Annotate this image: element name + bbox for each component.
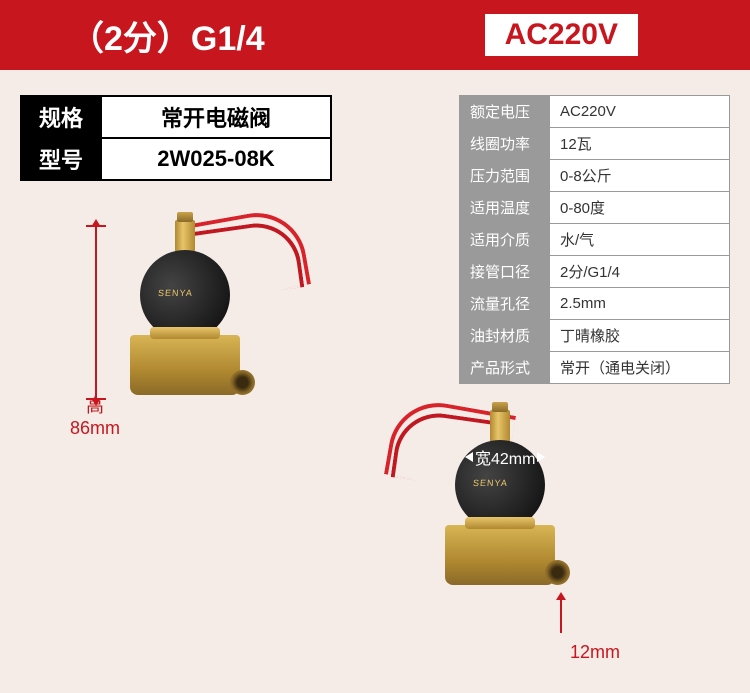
spec-label: 线圈功率 (460, 128, 550, 160)
brass-base (445, 525, 555, 585)
info-value: 2W025-08K (101, 138, 331, 180)
width-dimension: 宽42mm (465, 445, 545, 469)
brass-base (130, 335, 240, 395)
spec-value: AC220V (550, 96, 730, 128)
table-row: 适用介质水/气 (460, 224, 730, 256)
spec-table: 额定电压AC220V 线圈功率12瓦 压力范围0-8公斤 适用温度0-80度 适… (459, 95, 730, 384)
brass-fitting (490, 410, 510, 442)
table-row: 线圈功率12瓦 (460, 128, 730, 160)
spec-value: 0-8公斤 (550, 160, 730, 192)
voltage-badge: AC220V (483, 12, 640, 58)
spec-value: 2.5mm (550, 288, 730, 320)
spec-value: 0-80度 (550, 192, 730, 224)
spec-label: 额定电压 (460, 96, 550, 128)
table-row: 油封材质丁晴橡胶 (460, 320, 730, 352)
table-row: 适用温度0-80度 (460, 192, 730, 224)
table-row: 产品形式常开（通电关闭） (460, 352, 730, 384)
port-dimension: 12mm (570, 642, 620, 663)
brand-label: SENYA (158, 288, 194, 298)
header-bar: （2分）G1/4 AC220V (0, 0, 750, 70)
spec-label: 接管口径 (460, 256, 550, 288)
info-table: 规格 常开电磁阀 型号 2W025-08K (20, 95, 332, 181)
spec-label: 适用温度 (460, 192, 550, 224)
info-label: 型号 (21, 138, 101, 180)
product-image-front: SENYA (420, 400, 620, 660)
port-dim-line (560, 598, 562, 633)
table-row: 规格 常开电磁阀 (21, 96, 331, 138)
table-row: 压力范围0-8公斤 (460, 160, 730, 192)
spec-label: 产品形式 (460, 352, 550, 384)
spec-value: 水/气 (550, 224, 730, 256)
info-label: 规格 (21, 96, 101, 138)
info-value: 常开电磁阀 (101, 96, 331, 138)
spec-value: 12瓦 (550, 128, 730, 160)
spec-label: 油封材质 (460, 320, 550, 352)
table-row: 流量孔径2.5mm (460, 288, 730, 320)
spec-label: 流量孔径 (460, 288, 550, 320)
table-row: 型号 2W025-08K (21, 138, 331, 180)
spec-label: 压力范围 (460, 160, 550, 192)
header-title: （2分）G1/4 (20, 11, 483, 60)
brand-label: SENYA (473, 478, 509, 488)
spec-value: 2分/G1/4 (550, 256, 730, 288)
width-label: 宽42mm (475, 445, 535, 469)
brass-fitting (175, 220, 195, 252)
arrow-right-icon (537, 452, 545, 462)
spec-value: 常开（通电关闭） (550, 352, 730, 384)
spec-label: 适用介质 (460, 224, 550, 256)
arrow-left-icon (465, 452, 473, 462)
table-row: 接管口径2分/G1/4 (460, 256, 730, 288)
product-image-side: SENYA (90, 210, 270, 470)
table-row: 额定电压AC220V (460, 96, 730, 128)
spec-value: 丁晴橡胶 (550, 320, 730, 352)
